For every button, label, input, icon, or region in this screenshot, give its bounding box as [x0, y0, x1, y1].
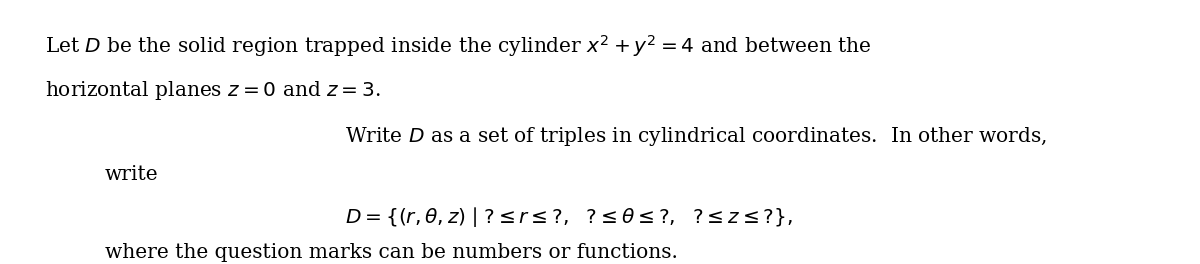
Text: Let $D$ be the solid region trapped inside the cylinder $x^2 + y^2 = 4$ and betw: Let $D$ be the solid region trapped insi…: [44, 34, 871, 59]
Text: Write $D$ as a set of triples in cylindrical coordinates.  In other words,: Write $D$ as a set of triples in cylindr…: [346, 125, 1048, 148]
Text: $D = \{(r, \theta, z)\mid{?} \leq r \leq {?},\ \ {?} \leq \theta \leq {?},\ \ {?: $D = \{(r, \theta, z)\mid{?} \leq r \leq…: [346, 205, 793, 229]
Text: write: write: [104, 165, 158, 184]
Text: where the question marks can be numbers or functions.: where the question marks can be numbers …: [104, 243, 678, 262]
Text: horizontal planes $z = 0$ and $z = 3$.: horizontal planes $z = 0$ and $z = 3$.: [44, 79, 380, 102]
